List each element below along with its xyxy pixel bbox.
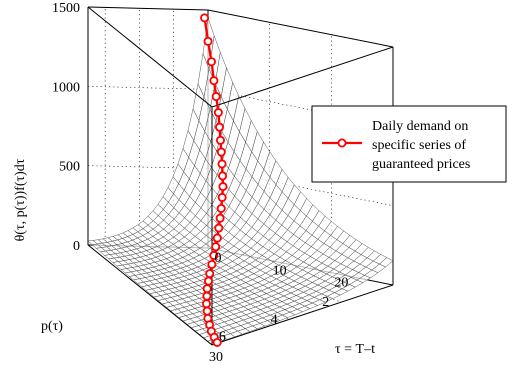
y-tick-label: 30 bbox=[209, 350, 223, 365]
legend-entry-line-2: specific series of bbox=[372, 138, 466, 153]
series-point bbox=[207, 259, 217, 269]
box-edge bbox=[87, 6, 209, 11]
series-point bbox=[202, 291, 212, 301]
legend: Daily demand on specific series of guara… bbox=[311, 105, 507, 183]
y-tick-label: 0 bbox=[215, 251, 222, 266]
series-point bbox=[203, 36, 213, 46]
series-point bbox=[216, 204, 226, 214]
legend-entry-line-1: Daily demand on bbox=[372, 119, 468, 134]
series-point bbox=[215, 122, 225, 132]
z-tick-label: 0 bbox=[73, 239, 80, 254]
demand-series bbox=[200, 13, 228, 347]
z-tick-label: 500 bbox=[59, 160, 80, 175]
y-axis-label: τ = T–t bbox=[335, 342, 375, 357]
legend-entry-line-3: guaranteed prices bbox=[372, 157, 470, 172]
series-point bbox=[215, 135, 225, 145]
legend-marker bbox=[337, 138, 347, 148]
series-point bbox=[214, 223, 224, 233]
series-point bbox=[217, 159, 227, 169]
box-edge bbox=[207, 9, 394, 48]
x-axis-label: p(τ) bbox=[41, 319, 63, 334]
box-edge bbox=[87, 244, 213, 346]
series-point bbox=[218, 182, 228, 192]
series-point bbox=[206, 57, 216, 67]
series-point bbox=[212, 337, 222, 347]
series-point bbox=[202, 306, 212, 316]
series-point bbox=[209, 76, 219, 86]
series-point bbox=[216, 147, 226, 157]
x-tick-label: 4 bbox=[271, 312, 278, 327]
series-point bbox=[202, 284, 212, 294]
axes-box-front bbox=[87, 6, 394, 346]
series-point bbox=[218, 171, 228, 181]
series-point bbox=[211, 242, 221, 252]
y-tick-label: 10 bbox=[273, 263, 287, 278]
series-point bbox=[201, 299, 211, 309]
box-edge bbox=[87, 6, 213, 108]
tick-labels: 0 500 1000 1500 2 4 6 0 10 20 30 bbox=[52, 1, 348, 365]
series-point bbox=[204, 276, 214, 286]
series-point bbox=[215, 213, 225, 223]
z-tick-label: 1500 bbox=[52, 1, 80, 16]
x-tick-label: 6 bbox=[219, 329, 226, 344]
series-point bbox=[200, 13, 210, 23]
x-tick-label: 2 bbox=[322, 295, 329, 310]
series-point bbox=[213, 108, 223, 118]
box-edge bbox=[211, 46, 394, 108]
z-tick-label: 1000 bbox=[52, 80, 80, 95]
series-point bbox=[209, 250, 219, 260]
box-edge bbox=[211, 284, 394, 346]
series-point bbox=[211, 92, 221, 102]
series-point bbox=[205, 269, 215, 279]
series-point bbox=[212, 233, 222, 243]
y-tick-label: 20 bbox=[334, 276, 348, 291]
z-axis-label: θ(τ, p(τ))f(τ)dτ bbox=[13, 158, 28, 241]
series-point bbox=[217, 192, 227, 202]
